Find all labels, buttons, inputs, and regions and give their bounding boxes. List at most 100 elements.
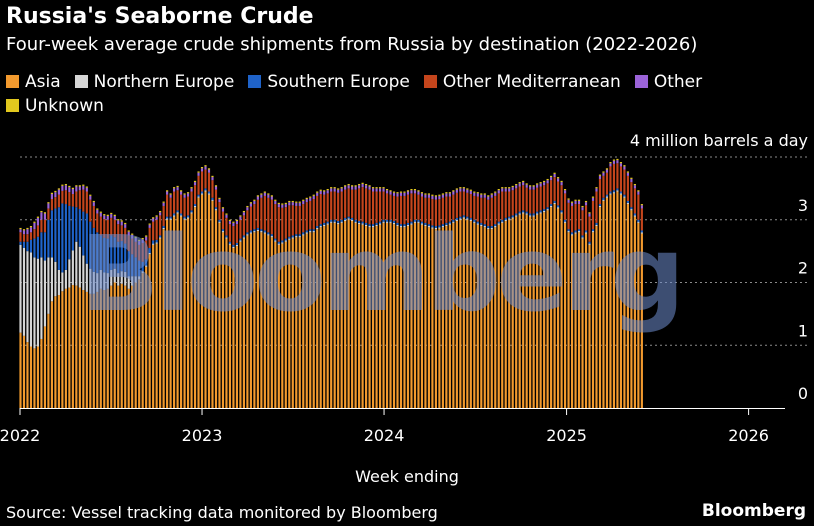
bar-segment-unknown [19,227,22,230]
bar-segment-other-mediterranean [595,191,598,223]
bar-segment-unknown [337,188,340,190]
bar-segment-northern-europe [274,240,277,242]
bar-segment-unknown [54,190,57,193]
bar-segment-other-mediterranean [413,193,417,220]
bar-segment-southern-europe [33,238,36,258]
bar-segment-other-mediterranean [382,191,385,220]
bar-segment-unknown [406,190,410,192]
bar-segment-other [354,186,357,190]
bar-segment-unknown [64,183,67,186]
bar-segment-other [616,160,619,164]
bar-segment-other-mediterranean [361,187,364,222]
bar-segment-northern-europe [445,224,448,227]
bar-segment-other-mediterranean [455,192,458,218]
bar-segment-unknown [176,185,179,188]
bar-segment-asia [64,288,67,408]
bar-segment-other [323,191,326,195]
bar-segment-other-mediterranean [452,194,455,220]
bar-segment-unknown [113,214,116,216]
bar-segment-northern-europe [61,272,64,292]
bar-segment-southern-europe [211,197,214,200]
bar-segment-southern-europe [333,219,336,222]
bar-segment-other [99,212,102,217]
bar-segment-other [207,169,211,173]
bar-segment-other-mediterranean [427,197,431,225]
bar-segment-other [560,182,563,186]
bar-segment-other [96,209,99,214]
bar-segment-other [351,186,354,190]
bar-segment-other [267,194,270,198]
bar-segment-other-mediterranean [141,242,144,262]
bar-segment-southern-europe [218,219,221,222]
bar-segment-other [302,200,305,205]
bar-segment-southern-europe [340,219,343,222]
bar-segment-asia [145,266,148,408]
bar-segment-northern-europe [546,209,549,211]
bar-segment-asia [169,219,172,408]
bar-segment-unknown [413,189,417,191]
bar-segment-northern-europe [640,232,643,234]
bar-segment-asia [207,194,211,408]
chart-subtitle: Four-week average crude shipments from R… [6,34,698,55]
bar-segment-other-mediterranean [242,215,245,236]
bar-segment-northern-europe [26,251,29,343]
bar-segment-unknown [591,196,595,198]
bar-segment-unknown [445,192,448,194]
bar-segment-asia [560,213,563,408]
bar-segment-other [19,229,22,233]
bar-segment-other [173,188,176,192]
bar-segment-northern-europe [235,244,239,247]
bar-segment-asia [277,244,280,408]
x-tick-label: 2022 [0,426,40,445]
bar-segment-asia [501,222,504,408]
bar-segment-northern-europe [598,205,602,208]
bar-segment-unknown [221,207,225,209]
bar-segment-unknown [330,187,333,189]
bar-segment-asia [50,301,53,408]
bar-segment-southern-europe [487,226,490,228]
bar-segment-northern-europe [330,221,333,223]
x-axis-title: Week ending [355,467,459,486]
bar-segment-southern-europe [162,226,165,228]
bar-segment-other-mediterranean [340,191,343,220]
bar-segment-unknown [518,182,521,184]
bar-segment-asia [103,290,106,408]
bar-segment-asia [392,224,396,408]
bar-segment-asia [75,285,78,408]
bar-segment-other-mediterranean [152,221,155,241]
bar-segment-unknown [469,189,472,191]
bar-segment-unknown [385,189,389,191]
bar-segment-northern-europe [351,219,354,222]
bar-segment-other-mediterranean [131,238,134,255]
bar-segment-unknown [274,199,277,201]
bar-segment-northern-europe [344,219,347,222]
bar-segment-asia [515,216,518,408]
bar-segment-northern-europe [382,221,385,223]
bar-segment-northern-europe [166,218,169,220]
bar-segment-other [57,189,60,195]
bar-segment-other-mediterranean [239,219,242,239]
bar-segment-unknown [619,162,623,164]
bar-segment-other-mediterranean [180,194,183,214]
bar-segment-other-mediterranean [626,175,629,201]
bar-segment-southern-europe [577,229,581,232]
bar-segment-unknown [424,193,427,195]
bar-segment-asia [89,293,92,408]
bar-segment-asia [274,241,277,408]
bar-segment-northern-europe [106,273,109,289]
bar-segment-asia [518,214,521,408]
bar-segment-other [466,189,469,193]
bar-segment-southern-europe [113,237,116,269]
bar-segment-southern-europe [424,222,427,225]
bar-segment-other [591,197,595,201]
bar-segment-other-mediterranean [536,187,539,212]
bar-segment-unknown [148,223,151,225]
bar-segment-asia [138,279,141,408]
bar-segment-other [309,197,312,201]
bar-segment-asia [382,222,385,408]
bar-segment-asia [326,224,329,408]
bar-segment-unknown [211,175,214,178]
bar-segment-unknown [483,193,486,195]
bar-segment-southern-europe [138,260,141,277]
bar-segment-southern-europe [319,224,322,227]
